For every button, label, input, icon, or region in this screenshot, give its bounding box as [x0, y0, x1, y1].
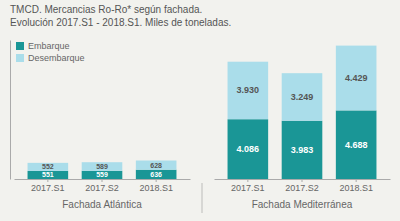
x-tick: 2018.S1	[139, 179, 173, 193]
data-label: 4.429	[345, 73, 368, 83]
legend-swatch	[16, 42, 24, 50]
x-tick-mark	[302, 179, 303, 182]
x-tick-label: 2017.S2	[285, 183, 319, 193]
legend-item: Embarque	[16, 41, 70, 51]
data-label: 636	[150, 171, 162, 178]
legend-label: Desembarque	[28, 53, 85, 63]
bar-segment	[282, 73, 323, 121]
bar-segment	[282, 121, 323, 179]
x-tick-label: 2018.S1	[339, 183, 373, 193]
series	[28, 110, 377, 179]
x-tick-mark	[247, 179, 248, 182]
bar-segment	[228, 62, 269, 120]
data-label: 4.688	[345, 140, 368, 150]
x-tick-mark	[356, 179, 357, 182]
data-label: 552	[42, 163, 54, 170]
x-tick-mark	[156, 179, 157, 182]
data-label: 3.930	[237, 85, 260, 95]
x-tick-label: 2017.S1	[231, 183, 265, 193]
group-label: Fachada Atlántica	[62, 199, 142, 210]
x-tick: 2018.S1	[339, 179, 373, 193]
x-tick-label: 2017.S2	[85, 183, 119, 193]
bar-segment	[82, 171, 123, 179]
bars	[28, 46, 377, 179]
bar-segment	[136, 161, 177, 170]
y-axis	[10, 41, 11, 180]
x-tick: 2017.S2	[285, 179, 319, 193]
x-tick: 2017.S1	[231, 179, 265, 193]
data-label: 3.983	[291, 145, 314, 155]
data-labels: 551 559 636 4.086 3.983 4.688 552 589 628 3.930 3.…	[42, 73, 367, 178]
x-axis: 2017.S1 2017.S2 2018.S1	[215, 179, 391, 193]
data-label: 628	[150, 162, 162, 169]
group-separator	[202, 183, 203, 213]
x-tick-label: 2017.S1	[31, 183, 65, 193]
title: TMCD. Mercancias Ro-Ro* según fachada.	[10, 4, 202, 15]
bar-segment	[28, 163, 69, 171]
legend: Embarque Desembarque	[16, 41, 85, 63]
x-tick: 2017.S2	[85, 179, 119, 193]
bar-segment	[82, 162, 123, 171]
data-label: 3.249	[291, 92, 314, 102]
legend-label: Embarque	[28, 41, 70, 51]
x-tick-label: 2018.S1	[139, 183, 173, 193]
chart-svg: TMCD. Mercancias Ro-Ro* según fachada. Ev…	[0, 0, 400, 221]
bar-segment	[136, 170, 177, 179]
y-axis-line	[10, 41, 11, 180]
legend-swatch	[16, 54, 24, 62]
data-label: 589	[96, 163, 108, 170]
series	[28, 46, 377, 171]
bar-segment	[336, 110, 377, 179]
x-tick-mark	[47, 179, 48, 182]
bar-segment	[28, 171, 69, 179]
chart-container: TMCD. Mercancias Ro-Ro* según fachada. Ev…	[0, 0, 400, 221]
legend-item: Desembarque	[16, 53, 85, 63]
x-axis: 2017.S1 2017.S2 2018.S1	[15, 179, 191, 193]
group-label: Fachada Mediterránea	[252, 199, 353, 210]
data-label: 559	[96, 171, 108, 178]
bar-segment	[228, 119, 269, 179]
data-label: 551	[42, 171, 54, 178]
x-tick: 2017.S1	[31, 179, 65, 193]
data-label: 4.086	[237, 144, 260, 154]
subtitle: Evolución 2017.S1 - 2018.S1. Miles de to…	[10, 17, 231, 28]
x-tick-mark	[102, 179, 103, 182]
bar-segment	[336, 46, 377, 111]
